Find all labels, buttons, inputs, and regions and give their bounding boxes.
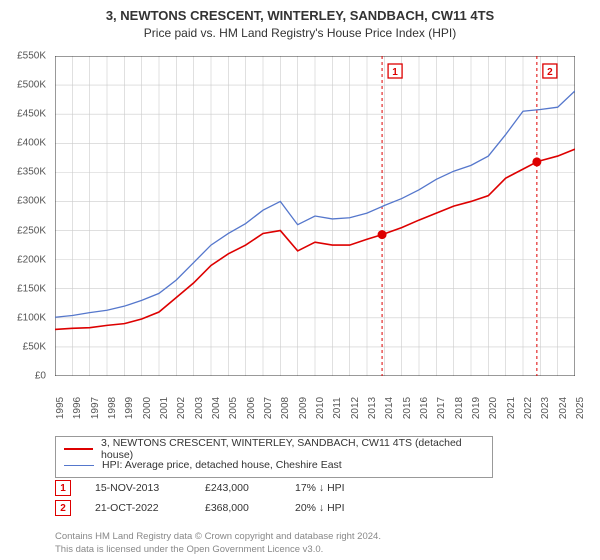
x-tick-label: 2025 [575,397,586,419]
sale-marker-badge: 2 [55,500,71,516]
sale-price: £368,000 [205,502,295,514]
x-tick-label: 1999 [124,397,135,419]
x-tick-label: 2021 [506,397,517,419]
x-tick-label: 2008 [280,397,291,419]
x-tick-label: 2019 [471,397,482,419]
chart-title-block: 3, NEWTONS CRESCENT, WINTERLEY, SANDBACH… [0,0,600,44]
footer-line-2: This data is licensed under the Open Gov… [55,544,381,556]
legend-swatch [64,448,93,450]
chart-plot-area: 12 [55,56,575,376]
x-tick-label: 2004 [211,397,222,419]
sale-diff: 20% ↓ HPI [295,502,385,514]
x-tick-label: 2009 [298,397,309,419]
y-tick-label: £350K [17,167,46,178]
y-tick-label: £150K [17,283,46,294]
sales-table: 1 15-NOV-2013£243,00017% ↓ HPI 2 21-OCT-202… [55,480,385,520]
x-tick-label: 2001 [159,397,170,419]
y-tick-label: £500K [17,80,46,91]
x-tick-label: 1995 [55,397,66,419]
sale-date: 15-NOV-2013 [95,482,205,494]
x-tick-label: 2012 [350,397,361,419]
y-axis: £0£50K£100K£150K£200K£250K£300K£350K£400… [0,56,50,376]
chart-subtitle: Price paid vs. HM Land Registry's House … [10,26,590,40]
x-tick-label: 2006 [246,397,257,419]
x-tick-label: 2020 [488,397,499,419]
y-tick-label: £200K [17,254,46,265]
svg-text:1: 1 [392,67,398,78]
svg-text:2: 2 [547,67,553,78]
x-tick-label: 2013 [367,397,378,419]
x-tick-label: 1997 [90,397,101,419]
x-tick-label: 2011 [332,397,343,419]
y-tick-label: £550K [17,51,46,62]
sale-diff: 17% ↓ HPI [295,482,385,494]
x-axis: 1995 1996 1997 1998 1999 2000 2001 2002 2003 2004… [55,380,575,440]
y-tick-label: £0 [35,371,46,382]
sale-row: 2 21-OCT-2022£368,00020% ↓ HPI [55,500,385,516]
x-tick-label: 2017 [436,397,447,419]
chart-svg: 12 [55,56,575,376]
x-tick-label: 2023 [540,397,551,419]
footer-line-1: Contains HM Land Registry data © Crown c… [55,531,381,543]
x-tick-label: 2007 [263,397,274,419]
x-tick-label: 2003 [194,397,205,419]
x-tick-label: 2022 [523,397,534,419]
x-tick-label: 2015 [402,397,413,419]
x-tick-label: 2024 [558,397,569,419]
x-tick-label: 2016 [419,397,430,419]
y-tick-label: £300K [17,196,46,207]
x-tick-label: 1998 [107,397,118,419]
chart-title: 3, NEWTONS CRESCENT, WINTERLEY, SANDBACH… [10,8,590,23]
x-tick-label: 2014 [384,397,395,419]
x-tick-label: 2000 [142,397,153,419]
legend-item: 3, NEWTONS CRESCENT, WINTERLEY, SANDBACH… [64,441,484,457]
x-tick-label: 1996 [72,397,83,419]
y-tick-label: £50K [23,341,46,352]
x-tick-label: 2002 [176,397,187,419]
footer: Contains HM Land Registry data © Crown c… [55,531,381,556]
legend-swatch [64,465,94,466]
sale-date: 21-OCT-2022 [95,502,205,514]
legend-label: HPI: Average price, detached house, Ches… [102,459,342,471]
x-tick-label: 2010 [315,397,326,419]
y-tick-label: £100K [17,312,46,323]
sale-price: £243,000 [205,482,295,494]
y-tick-label: £450K [17,109,46,120]
legend: 3, NEWTONS CRESCENT, WINTERLEY, SANDBACH… [55,436,493,478]
y-tick-label: £250K [17,225,46,236]
x-tick-label: 2018 [454,397,465,419]
y-tick-label: £400K [17,138,46,149]
sale-row: 1 15-NOV-2013£243,00017% ↓ HPI [55,480,385,496]
x-tick-label: 2005 [228,397,239,419]
legend-label: 3, NEWTONS CRESCENT, WINTERLEY, SANDBACH… [101,437,484,461]
sale-marker-badge: 1 [55,480,71,496]
